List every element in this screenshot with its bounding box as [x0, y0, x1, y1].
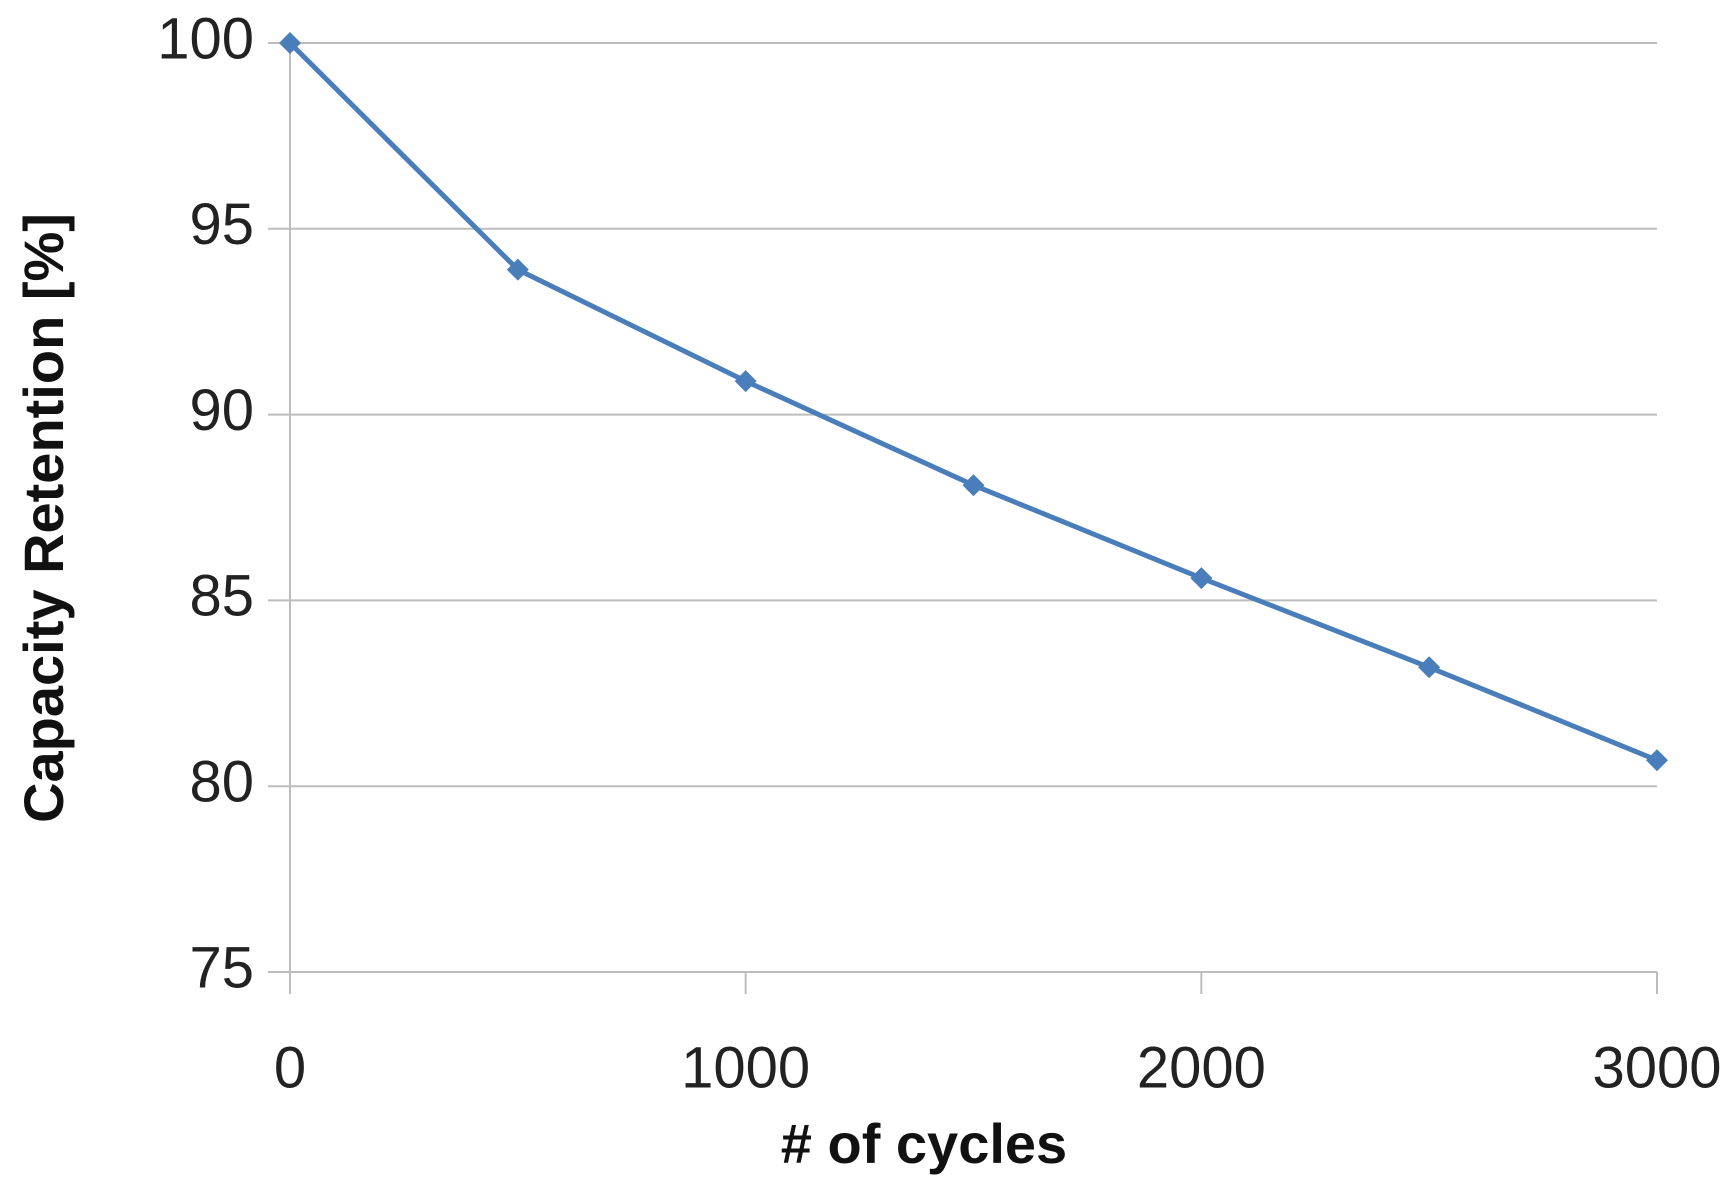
marker: [962, 474, 985, 497]
y-tick-label: 95: [189, 192, 254, 257]
y-tick-label: 90: [189, 378, 254, 443]
x-tick-label: 0: [274, 1035, 306, 1100]
y-tick-label: 100: [157, 6, 254, 71]
y-tick-label: 75: [189, 935, 254, 1000]
x-tick-label: 3000: [1592, 1035, 1721, 1100]
x-tick-label: 1000: [681, 1035, 810, 1100]
marker: [1418, 656, 1441, 679]
marker: [1190, 567, 1213, 590]
y-tick-label: 80: [189, 750, 254, 815]
marker: [1646, 749, 1668, 772]
marker: [279, 32, 301, 54]
y-tick-label: 85: [189, 564, 254, 629]
line: [288, 41, 1658, 763]
x-axis-title: # of cycles: [781, 1112, 1067, 1175]
marker: [506, 258, 529, 281]
y-axis-title: Capacity Retention [%]: [12, 213, 75, 823]
marker: [734, 370, 757, 393]
x-tick-label: 2000: [1137, 1035, 1266, 1100]
